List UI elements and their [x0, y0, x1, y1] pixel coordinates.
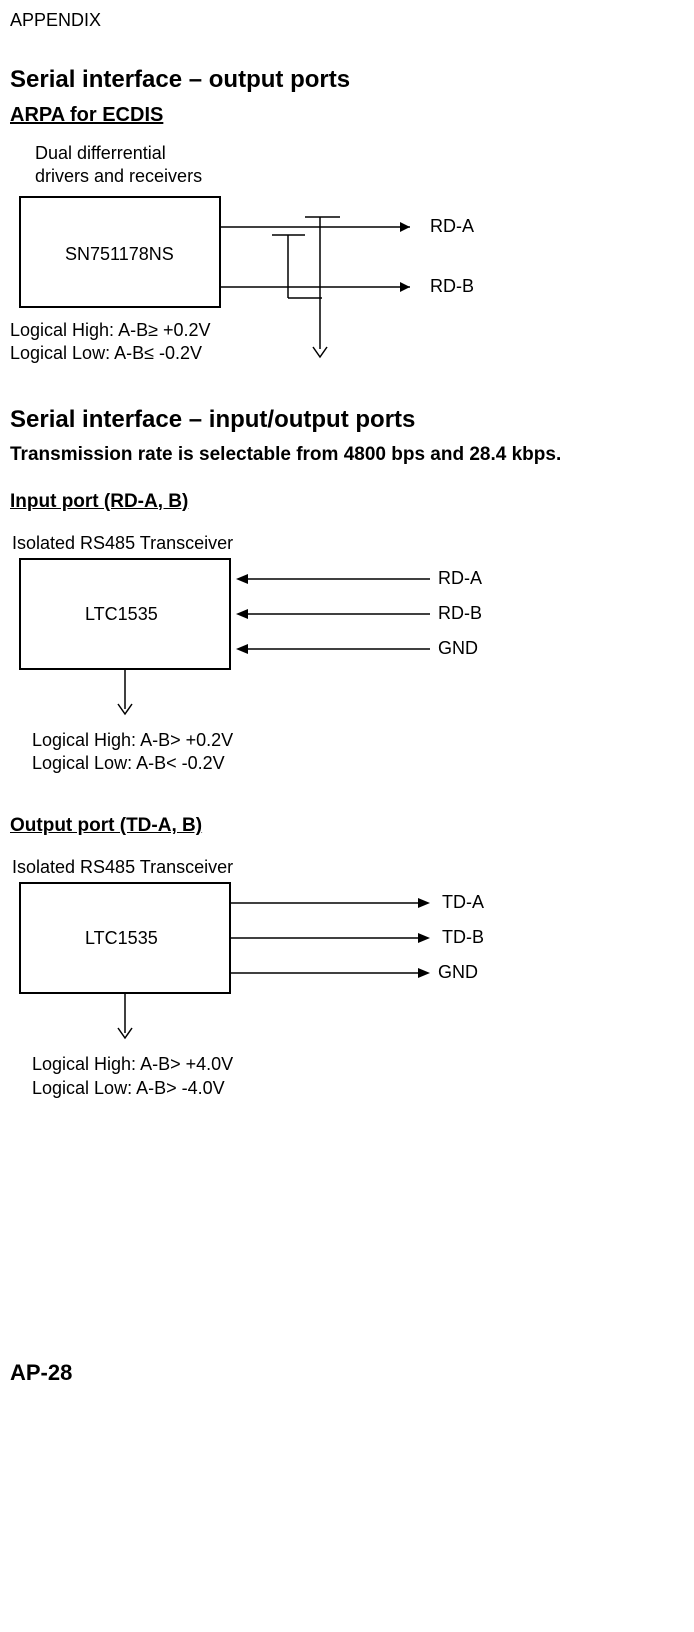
diagram-output-port: Isolated RS485 Transceiver LTC1535 TD-A … [10, 857, 674, 1100]
section2-title: Serial interface – input/output ports [10, 406, 674, 434]
section4-title: Output port (TD-A, B) [10, 815, 674, 837]
chip-ltc1535-in: LTC1535 [85, 604, 158, 625]
diagram1-svg [10, 189, 490, 364]
signal-gnd-2: GND [438, 962, 478, 983]
top-label-line1: Dual differrential [35, 143, 166, 163]
chip-sn751178ns: SN751178NS [65, 244, 174, 265]
signal-rd-a-1: RD-A [430, 216, 474, 237]
chip-ltc1535-out: LTC1535 [85, 928, 158, 949]
diagram3-top-label: Isolated RS485 Transceiver [12, 533, 674, 554]
signal-rd-b-1: RD-B [430, 276, 474, 297]
diagram4-svg [10, 878, 490, 1078]
page-number: AP-28 [10, 1360, 674, 1386]
diagram-input-port: Isolated RS485 Transceiver LTC1535 RD-A … [10, 533, 674, 776]
page-header: APPENDIX [10, 10, 674, 31]
diagram4-top-label: Isolated RS485 Transceiver [12, 857, 674, 878]
section3-title: Input port (RD-A, B) [10, 491, 674, 513]
logic-low-4: Logical Low: A-B> -4.0V [32, 1078, 225, 1098]
signal-td-a: TD-A [442, 892, 484, 913]
section1-title: Serial interface – output ports [10, 66, 674, 94]
section2-subtitle: Transmission rate is selectable from 480… [10, 444, 674, 466]
diagram3-svg [10, 554, 490, 754]
logic-low-3: Logical Low: A-B< -0.2V [32, 753, 225, 773]
signal-td-b: TD-B [442, 927, 484, 948]
section1-subtitle: ARPA for ECDIS [10, 104, 674, 127]
top-label-line2: drivers and receivers [35, 166, 202, 186]
signal-gnd-1: GND [438, 638, 478, 659]
diagram1-top-label: Dual differrential drivers and receivers [35, 142, 674, 189]
signal-rd-a-2: RD-A [438, 568, 482, 589]
diagram-arpa: Dual differrential drivers and receivers… [10, 142, 674, 366]
signal-rd-b-2: RD-B [438, 603, 482, 624]
